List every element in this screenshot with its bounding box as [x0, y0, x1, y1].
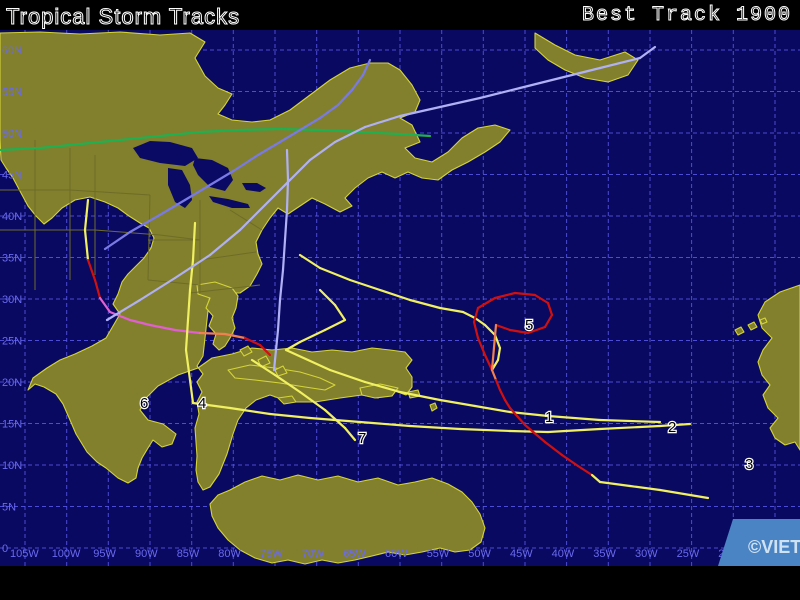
svg-text:30N: 30N — [2, 294, 22, 306]
svg-text:1: 1 — [545, 409, 553, 426]
svg-text:65W: 65W — [343, 548, 366, 560]
svg-text:15N: 15N — [2, 419, 22, 431]
svg-text:70W: 70W — [302, 548, 325, 560]
svg-text:55W: 55W — [427, 548, 450, 560]
svg-text:55N: 55N — [2, 87, 22, 99]
svg-text:45W: 45W — [510, 548, 533, 560]
svg-text:80W: 80W — [218, 548, 241, 560]
svg-text:50W: 50W — [468, 548, 491, 560]
svg-text:5N: 5N — [2, 502, 16, 514]
svg-text:15W: 15W — [760, 548, 783, 560]
svg-text:6: 6 — [140, 395, 148, 412]
svg-text:40W: 40W — [552, 548, 575, 560]
svg-text:45N: 45N — [2, 170, 22, 182]
svg-text:5: 5 — [525, 317, 533, 334]
svg-text:75W: 75W — [260, 548, 283, 560]
svg-text:20N: 20N — [2, 377, 22, 389]
svg-text:50N: 50N — [2, 128, 22, 140]
svg-text:100W: 100W — [52, 548, 81, 560]
svg-text:20W: 20W — [718, 548, 741, 560]
svg-text:95W: 95W — [93, 548, 116, 560]
svg-text:60W: 60W — [385, 548, 408, 560]
svg-text:35N: 35N — [2, 253, 22, 265]
svg-text:25W: 25W — [677, 548, 700, 560]
svg-text:4: 4 — [198, 395, 206, 412]
svg-text:7: 7 — [358, 430, 366, 447]
svg-text:40N: 40N — [2, 211, 22, 223]
svg-text:85W: 85W — [177, 548, 200, 560]
svg-text:60N: 60N — [2, 45, 22, 57]
svg-text:0: 0 — [2, 543, 8, 555]
svg-text:2: 2 — [668, 419, 676, 436]
svg-text:30W: 30W — [635, 548, 658, 560]
svg-text:10N: 10N — [2, 460, 22, 472]
svg-text:35W: 35W — [593, 548, 616, 560]
svg-text:3: 3 — [745, 456, 753, 473]
svg-text:105W: 105W — [10, 548, 39, 560]
svg-text:25N: 25N — [2, 336, 22, 348]
svg-text:90W: 90W — [135, 548, 158, 560]
